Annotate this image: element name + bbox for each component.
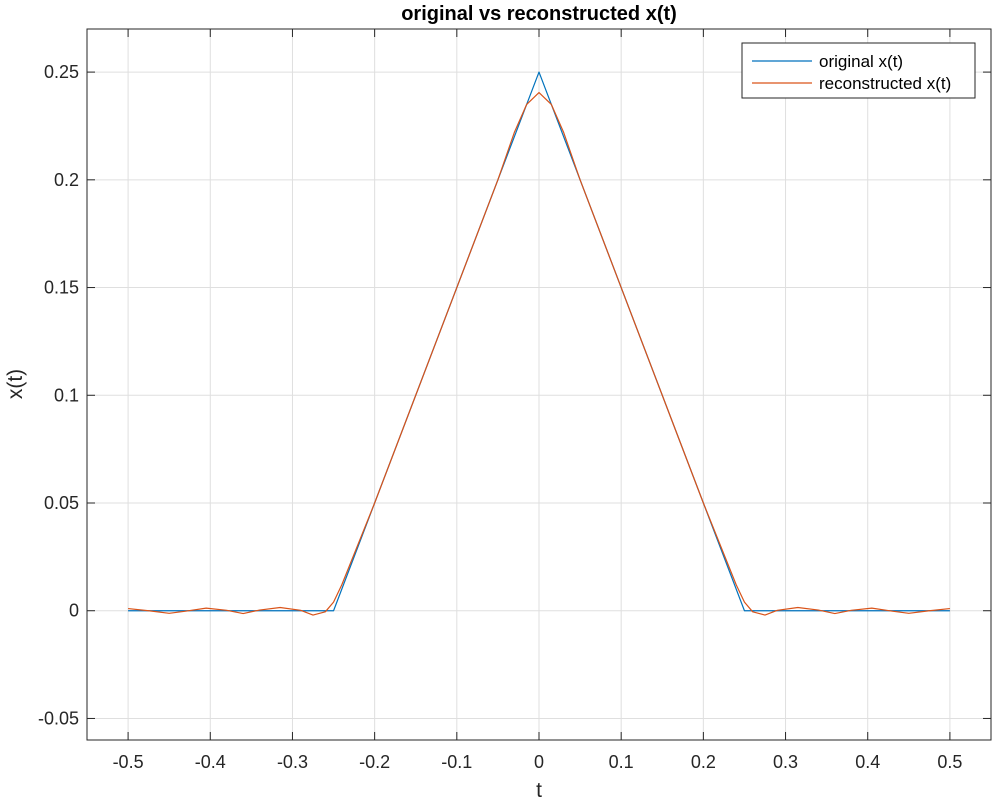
x-tick-label: -0.5 [113, 752, 144, 772]
x-tick-label: -0.4 [195, 752, 226, 772]
x-tick-label: 0.1 [609, 752, 634, 772]
series-line-original [128, 71, 950, 612]
tick-labels: -0.5 -0.4 -0.3 -0.2 -0.1 0 0.1 0.2 0.3 0.4 0.5 -0.0… [38, 62, 962, 772]
x-tick-label: 0.5 [937, 752, 962, 772]
legend: original x(t) reconstructed x(t) [741, 42, 976, 99]
chart-title: original vs reconstructed x(t) [401, 3, 677, 25]
x-tick-label: 0 [534, 752, 544, 772]
y-tick-label: 0.2 [54, 170, 79, 190]
x-tick-label: 0.3 [773, 752, 798, 772]
x-axis-label: t [536, 779, 542, 800]
legend-label-original: original x(t) [819, 52, 903, 71]
y-axis-label: x(t) [4, 369, 27, 399]
x-tick-label: 0.2 [691, 752, 716, 772]
ticks [87, 29, 991, 740]
x-tick-label: -0.2 [359, 752, 390, 772]
x-tick-label: -0.3 [277, 752, 308, 772]
legend-box [741, 42, 976, 99]
x-tick-label: -0.1 [441, 752, 472, 772]
series-layer [128, 71, 950, 616]
y-tick-label: 0.1 [54, 385, 79, 405]
grid [87, 29, 991, 740]
y-tick-label: -0.05 [38, 708, 79, 728]
y-tick-label: 0.05 [44, 493, 79, 513]
y-tick-label: 0.15 [44, 278, 79, 298]
legend-label-reconstructed: reconstructed x(t) [819, 74, 951, 93]
y-tick-label: 0 [69, 601, 79, 621]
series-line-reconstructed [128, 91, 950, 616]
y-tick-label: 0.25 [44, 62, 79, 82]
x-tick-label: 0.4 [855, 752, 880, 772]
